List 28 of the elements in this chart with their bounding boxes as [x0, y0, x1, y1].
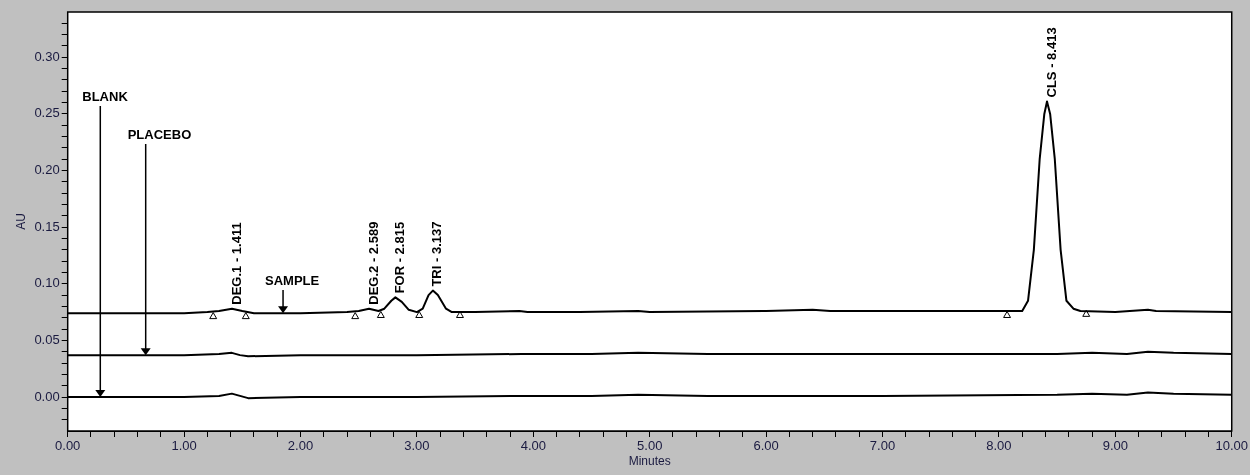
- x-tick-label: 3.00: [404, 438, 430, 454]
- x-tick-label: 7.00: [869, 438, 896, 454]
- annotation: FOR - 2.815: [391, 221, 407, 294]
- x-tick-label: 5.00: [637, 438, 663, 454]
- x-tick-label: 10.00: [1215, 438, 1249, 454]
- annotation: DEG.2 - 2.589: [365, 221, 381, 305]
- y-tick-label: 0.30: [34, 48, 60, 64]
- x-tick-label: 9.00: [1102, 438, 1128, 454]
- x-tick-label: 0.00: [55, 438, 81, 454]
- text: BLANK: [82, 89, 129, 105]
- x-tick-label: 2.00: [287, 438, 314, 454]
- text: PLACEBO: [127, 127, 192, 143]
- x-tick-label: 1.00: [171, 438, 197, 454]
- y-tick-label: 0.25: [34, 105, 60, 121]
- y-tick-label: 0.20: [34, 162, 60, 178]
- y-tick-label: 0.00: [34, 388, 60, 404]
- annotation: TRI - 3.137: [429, 221, 445, 287]
- series-label: SAMPLE: [265, 273, 320, 289]
- x-axis-title: Minutes: [628, 454, 671, 469]
- y-tick-label: 0.05: [34, 331, 60, 347]
- y-tick-label: 0.15: [34, 218, 60, 234]
- x-tick-label: 4.00: [520, 438, 546, 454]
- x-tick-label: 8.00: [986, 438, 1012, 454]
- y-tick-label: 0.10: [34, 275, 60, 291]
- annotation: DEG.1 - 1.411: [228, 222, 244, 305]
- x-tick-label: 6.00: [753, 438, 779, 454]
- y-axis-title: AU: [13, 213, 28, 230]
- annotation: CLS - 8.413: [1043, 27, 1059, 98]
